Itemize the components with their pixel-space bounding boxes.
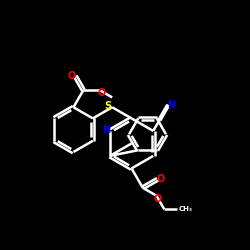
Text: O: O <box>68 71 76 81</box>
Text: O: O <box>156 174 165 184</box>
Text: N: N <box>102 124 110 134</box>
Text: CH₃: CH₃ <box>179 206 193 212</box>
Text: N: N <box>167 100 175 110</box>
Text: O: O <box>154 194 162 204</box>
Text: O: O <box>98 88 106 98</box>
Text: S: S <box>104 101 111 111</box>
